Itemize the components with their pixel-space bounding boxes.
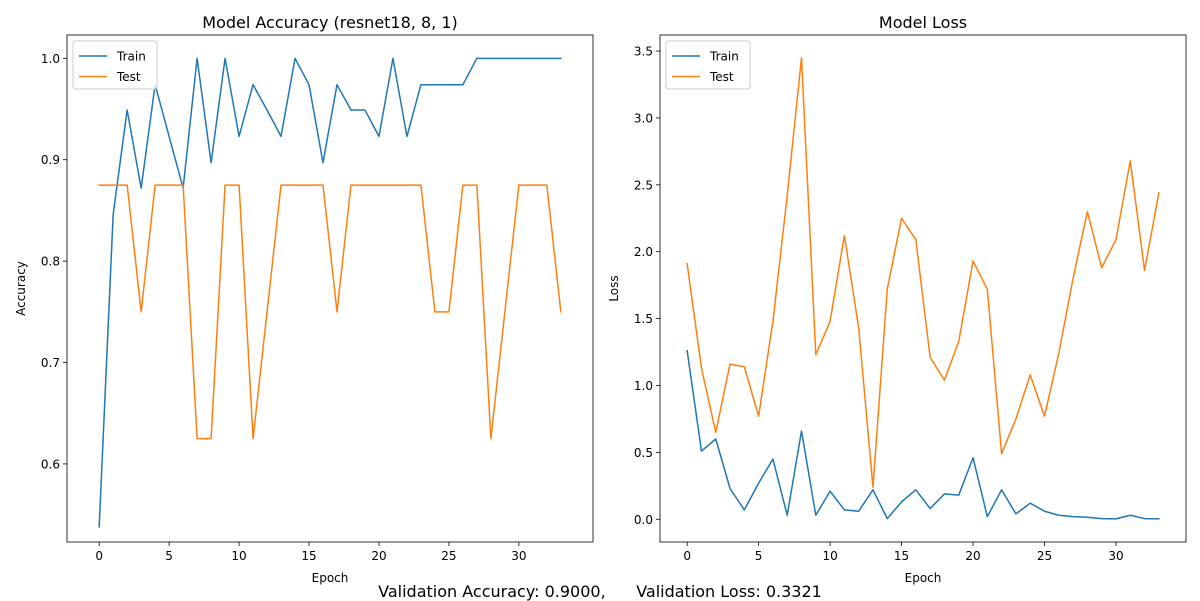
plot-frame xyxy=(66,34,594,543)
series-line-test xyxy=(98,184,562,440)
legend-box xyxy=(72,40,158,90)
y-tick-label: 0.7 xyxy=(41,356,60,370)
y-tick-label: 1.0 xyxy=(41,52,60,66)
plot-frame xyxy=(659,34,1187,543)
legend-box xyxy=(665,40,751,90)
series-line-test xyxy=(686,56,1160,488)
x-tick-label: 15 xyxy=(301,549,316,563)
validation-accuracy-text: Validation Accuracy: 0.9000, xyxy=(378,582,606,601)
x-tick-label: 20 xyxy=(965,549,980,563)
x-tick-label: 0 xyxy=(683,549,691,563)
legend-label-test: Test xyxy=(116,70,141,84)
y-tick-label: 0.5 xyxy=(634,446,653,460)
x-tick-label: 10 xyxy=(231,549,246,563)
y-tick-label: 1.5 xyxy=(634,312,653,326)
y-tick-label: 2.5 xyxy=(634,178,653,192)
chart-2: Model Loss 0 5 10 15 20 25 30 0.0 0.5 1.0 1.5 2.0 2.5… xyxy=(607,13,1187,585)
x-tick-label: 30 xyxy=(1108,549,1123,563)
x-tick-label: 30 xyxy=(511,549,526,563)
series-line-train xyxy=(686,349,1160,520)
chart-1: Model Accuracy (resnet18, 8, 1) 0 5 10 15 20 2… xyxy=(14,13,594,585)
x-tick-label: 5 xyxy=(165,549,173,563)
legend-label-train: Train xyxy=(709,50,739,64)
x-tick-label: 10 xyxy=(822,549,837,563)
legend-label-train: Train xyxy=(116,50,146,64)
y-tick-label: 3.0 xyxy=(634,111,653,125)
y-axis-label: Accuracy xyxy=(14,261,28,316)
x-tick-label: 25 xyxy=(441,549,456,563)
series-line-train xyxy=(98,57,562,528)
y-tick-label: 3.5 xyxy=(634,45,653,59)
y-tick-label: 0.8 xyxy=(41,255,60,269)
y-tick-label: 0.6 xyxy=(41,457,60,471)
legend-label-test: Test xyxy=(709,70,734,84)
legend: Train Test xyxy=(665,40,751,90)
validation-loss-text: Validation Loss: 0.3321 xyxy=(636,582,822,601)
x-tick-label: 5 xyxy=(755,549,763,563)
legend: Train Test xyxy=(72,40,158,90)
validation-summary: Validation Accuracy: 0.9000, Validation … xyxy=(0,582,1200,601)
x-tick-label: 0 xyxy=(95,549,103,563)
y-tick-label: 0.0 xyxy=(634,513,653,527)
x-axis-label: Epoch xyxy=(312,571,349,585)
x-tick-label: 25 xyxy=(1037,549,1052,563)
x-tick-label: 15 xyxy=(894,549,909,563)
y-axis-label: Loss xyxy=(607,275,621,301)
x-axis-label: Epoch xyxy=(905,571,942,585)
y-tick-label: 0.9 xyxy=(41,153,60,167)
y-tick-label: 2.0 xyxy=(634,245,653,259)
x-tick-label: 20 xyxy=(371,549,386,563)
y-tick-label: 1.0 xyxy=(634,379,653,393)
chart-title: Model Accuracy (resnet18, 8, 1) xyxy=(202,13,457,32)
chart-title: Model Loss xyxy=(879,13,967,32)
